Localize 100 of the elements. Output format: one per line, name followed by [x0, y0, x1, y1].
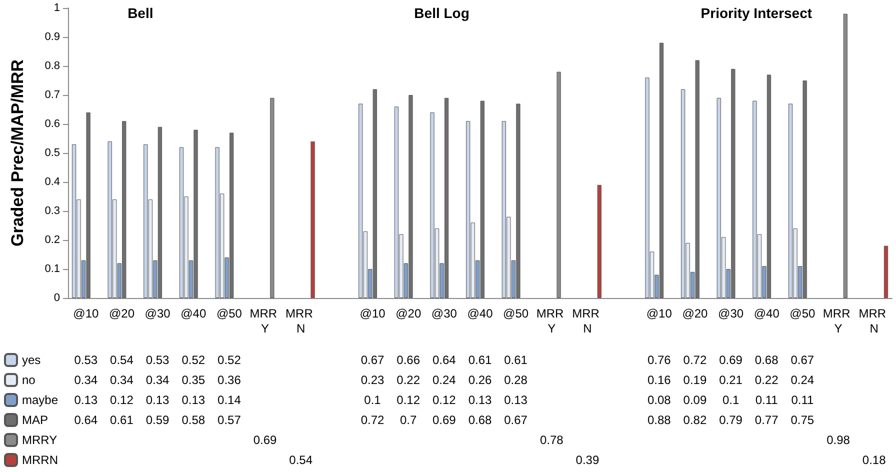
data-label: 0.12: [396, 392, 422, 409]
bar: [597, 184, 602, 298]
data-label: 0.53: [73, 352, 99, 369]
data-label: 0.36: [216, 372, 242, 389]
data-label: 0.79: [718, 412, 744, 429]
data-label: 0.13: [73, 392, 99, 409]
data-label: 0.21: [718, 372, 744, 389]
data-label: 0.68: [754, 352, 780, 369]
data-label: 0.34: [144, 372, 170, 389]
data-label: 0.13: [467, 392, 493, 409]
data-label: 0.34: [73, 372, 99, 389]
annotation: Priority Intersect: [700, 5, 812, 21]
x-tick-label: MRR N: [286, 306, 316, 336]
y-tick-label: 0.8: [44, 60, 60, 72]
data-label: 0.69: [252, 432, 278, 449]
data-label: 0.08: [646, 392, 672, 409]
data-label: 0.54: [288, 452, 314, 469]
y-tick-label: 0.1: [44, 263, 60, 275]
data-label: 0.82: [682, 412, 708, 429]
x-tick-label: @50: [503, 306, 529, 320]
data-label: 0.28: [503, 372, 528, 389]
x-tick-label: @30: [718, 306, 744, 320]
data-label: 0.61: [109, 412, 134, 429]
data-label: 0.72: [682, 352, 708, 369]
legend-label: MAP: [22, 413, 48, 427]
data-label: 0.68: [467, 412, 493, 429]
x-tick-label: @20: [682, 306, 708, 320]
data-label: 0.22: [396, 372, 422, 389]
data-label: 0.09: [682, 392, 708, 409]
data-label: 0.59: [144, 412, 170, 429]
data-label: 0.18: [861, 452, 887, 469]
data-label: 0.14: [216, 392, 242, 409]
data-label: 0.23: [360, 372, 386, 389]
legend-label: yes: [22, 353, 41, 367]
data-label: 0.1: [721, 392, 740, 409]
y-axis-title: Graded Prec/MAP/MRR: [8, 59, 27, 247]
data-label: 0.58: [180, 412, 206, 429]
x-tick-label: @10: [360, 306, 386, 320]
data-label: 0.16: [646, 372, 672, 389]
data-label: 0.11: [754, 392, 779, 409]
bar: [310, 141, 315, 298]
data-label: 0.11: [790, 392, 815, 409]
x-tick-label: @50: [790, 306, 816, 320]
data-label: 0.64: [73, 412, 99, 429]
x-tick-label: MRR Y: [822, 306, 854, 336]
data-label: 0.54: [109, 352, 134, 369]
data-label: 0.24: [431, 372, 457, 389]
data-label: 0.77: [754, 412, 780, 429]
data-label: 0.13: [180, 392, 206, 409]
data-label: 0.66: [396, 352, 422, 369]
data-label: 0.12: [431, 392, 457, 409]
legend-label: MRRN: [22, 453, 58, 467]
data-label: 0.19: [682, 372, 708, 389]
data-label: 0.13: [503, 392, 528, 409]
x-tick-label: MRR Y: [250, 306, 280, 336]
x-tick-label: @40: [754, 306, 780, 320]
data-label: 0.88: [646, 412, 672, 429]
data-label: 0.35: [180, 372, 206, 389]
x-tick-label: @50: [216, 306, 242, 320]
data-label: 0.69: [718, 352, 744, 369]
data-label: 0.64: [431, 352, 457, 369]
data-label: 0.7: [399, 412, 418, 429]
y-tick-label: 0: [54, 292, 60, 304]
data-label: 0.53: [144, 352, 170, 369]
y-tick-label: 0.2: [44, 234, 60, 246]
x-tick-label: @30: [431, 306, 458, 320]
data-label: 0.72: [360, 412, 386, 429]
data-label: 0.76: [646, 352, 672, 369]
x-tick-label: @40: [180, 306, 206, 320]
y-tick-label: 0.5: [44, 147, 60, 159]
legend-label: maybe: [22, 393, 58, 407]
data-label: 0.57: [216, 412, 242, 429]
data-label: 0.24: [790, 372, 816, 389]
data-label: 0.13: [144, 392, 170, 409]
data-label: 0.22: [754, 372, 780, 389]
data-label: 0.1: [363, 392, 382, 409]
data-label: 0.67: [790, 352, 816, 369]
y-tick-label: 0.4: [44, 176, 60, 188]
y-tick-label: 0.7: [44, 89, 60, 101]
x-tick-label: @20: [108, 306, 135, 320]
y-tick-label: 1: [54, 2, 60, 14]
data-label: 0.67: [360, 352, 386, 369]
data-label: 0.61: [503, 352, 528, 369]
data-label: 0.78: [538, 432, 564, 449]
data-label: 0.69: [431, 412, 457, 429]
annotation: Bell: [128, 5, 154, 21]
y-tick-label: 0.9: [44, 31, 60, 43]
y-tick-label: 0.3: [44, 205, 60, 217]
data-label: 0.26: [467, 372, 493, 389]
legend-label: MRRY: [22, 433, 58, 447]
x-tick-label: MRR Y: [536, 306, 567, 336]
data-label: 0.34: [109, 372, 134, 389]
data-label: 0.12: [109, 392, 134, 409]
y-tick-label: 0.6: [44, 118, 60, 130]
data-label: 0.75: [790, 412, 816, 429]
bar: [884, 246, 888, 298]
legend-label: no: [22, 373, 36, 387]
x-tick-label: @40: [467, 306, 494, 320]
data-label: 0.98: [826, 432, 851, 449]
x-tick-label: MRR N: [572, 306, 603, 336]
